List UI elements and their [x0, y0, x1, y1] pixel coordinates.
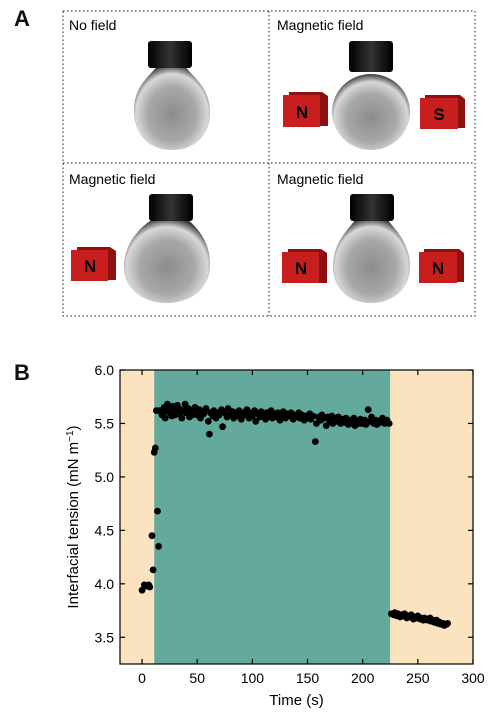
data-points — [138, 400, 451, 629]
x-tick-label: 100 — [241, 670, 265, 686]
data-point — [161, 414, 169, 422]
data-point — [148, 532, 156, 540]
x-axis-label: Time (s) — [269, 692, 323, 709]
data-point — [178, 414, 186, 422]
cell-magnetic-field-ns: Magnetic field N S — [277, 17, 465, 150]
cell-label: Magnetic field — [277, 171, 363, 187]
magnet-n: N — [71, 247, 116, 281]
data-point — [138, 586, 146, 594]
data-point — [385, 420, 393, 427]
y-axis: 3.5 4.0 4.5 5.0 5.5 6.0 — [95, 362, 473, 645]
magnet-pole-label: N — [84, 257, 96, 276]
nozzle — [349, 41, 393, 72]
background-region-0 — [120, 370, 155, 664]
chart: 0 50 100 150 200 250 300 3.5 4.0 4.5 5.0 5.5 6.0 Ti… — [65, 362, 485, 709]
data-point — [276, 416, 284, 424]
y-tick-label: 5.5 — [95, 415, 115, 431]
magnet-n-right: N — [419, 249, 464, 283]
panel-a-figure: No field Magnetic field N S Magnetic fie… — [62, 10, 476, 317]
nozzle — [149, 194, 193, 221]
data-point — [309, 412, 317, 420]
cell-magnetic-field-n: Magnetic field N — [69, 171, 210, 303]
data-point — [202, 405, 210, 412]
data-point — [206, 430, 213, 438]
droplet — [124, 218, 210, 303]
y-tick-label: 4.0 — [95, 576, 115, 592]
panel-a-letter: A — [14, 6, 30, 31]
magnet-n-left: N — [282, 249, 327, 283]
y-tick-label: 4.5 — [95, 522, 115, 538]
nozzle — [148, 41, 192, 68]
data-point — [311, 438, 319, 445]
x-tick-label: 300 — [461, 670, 485, 686]
y-axis-label: Interfacial tension (mN m−1) — [65, 425, 83, 608]
x-tick-label: 250 — [406, 670, 430, 686]
magnet-n: N — [283, 92, 328, 127]
x-tick-label: 0 — [138, 670, 146, 686]
data-point — [249, 412, 256, 420]
y-tick-label: 5.0 — [95, 469, 115, 485]
x-tick-label: 200 — [351, 670, 375, 686]
x-tick-label: 50 — [189, 670, 205, 686]
panel-b-letter: B — [14, 360, 30, 385]
data-point — [149, 566, 157, 574]
cell-label: No field — [69, 17, 116, 33]
cell-label: Magnetic field — [69, 171, 155, 187]
data-point — [444, 620, 451, 627]
data-point — [155, 543, 163, 550]
data-point — [322, 422, 330, 429]
magnet-pole-label: S — [433, 105, 444, 124]
cell-no-field: No field — [69, 17, 210, 150]
data-point — [215, 411, 223, 419]
y-axis-label-superscript: −1 — [65, 430, 76, 442]
data-point — [200, 410, 208, 418]
magnet-pole-label: N — [296, 103, 308, 122]
x-tick-label: 150 — [296, 670, 320, 686]
cell-magnetic-field-nn: Magnetic field N N — [277, 171, 464, 303]
droplet — [333, 218, 410, 303]
plot-frame — [119, 369, 474, 665]
y-tick-label: 3.5 — [95, 629, 115, 645]
data-point — [151, 444, 159, 452]
magnet-pole-label: N — [295, 259, 307, 278]
cell-label: Magnetic field — [277, 17, 363, 33]
nozzle — [350, 194, 394, 221]
y-axis-label-end: ) — [65, 425, 82, 430]
magnet-pole-label: N — [432, 259, 444, 278]
droplet — [332, 74, 410, 150]
data-point — [146, 583, 154, 591]
data-point — [154, 507, 161, 515]
y-tick-label: 6.0 — [95, 362, 115, 378]
data-point — [252, 417, 260, 425]
droplet — [134, 65, 210, 150]
data-point — [204, 417, 212, 425]
data-point — [364, 406, 372, 413]
y-axis-label-main: Interfacial tension (mN m — [65, 442, 82, 609]
data-point — [219, 423, 227, 431]
magnet-s: S — [420, 95, 465, 129]
x-axis: 0 50 100 150 200 250 300 — [138, 370, 485, 686]
